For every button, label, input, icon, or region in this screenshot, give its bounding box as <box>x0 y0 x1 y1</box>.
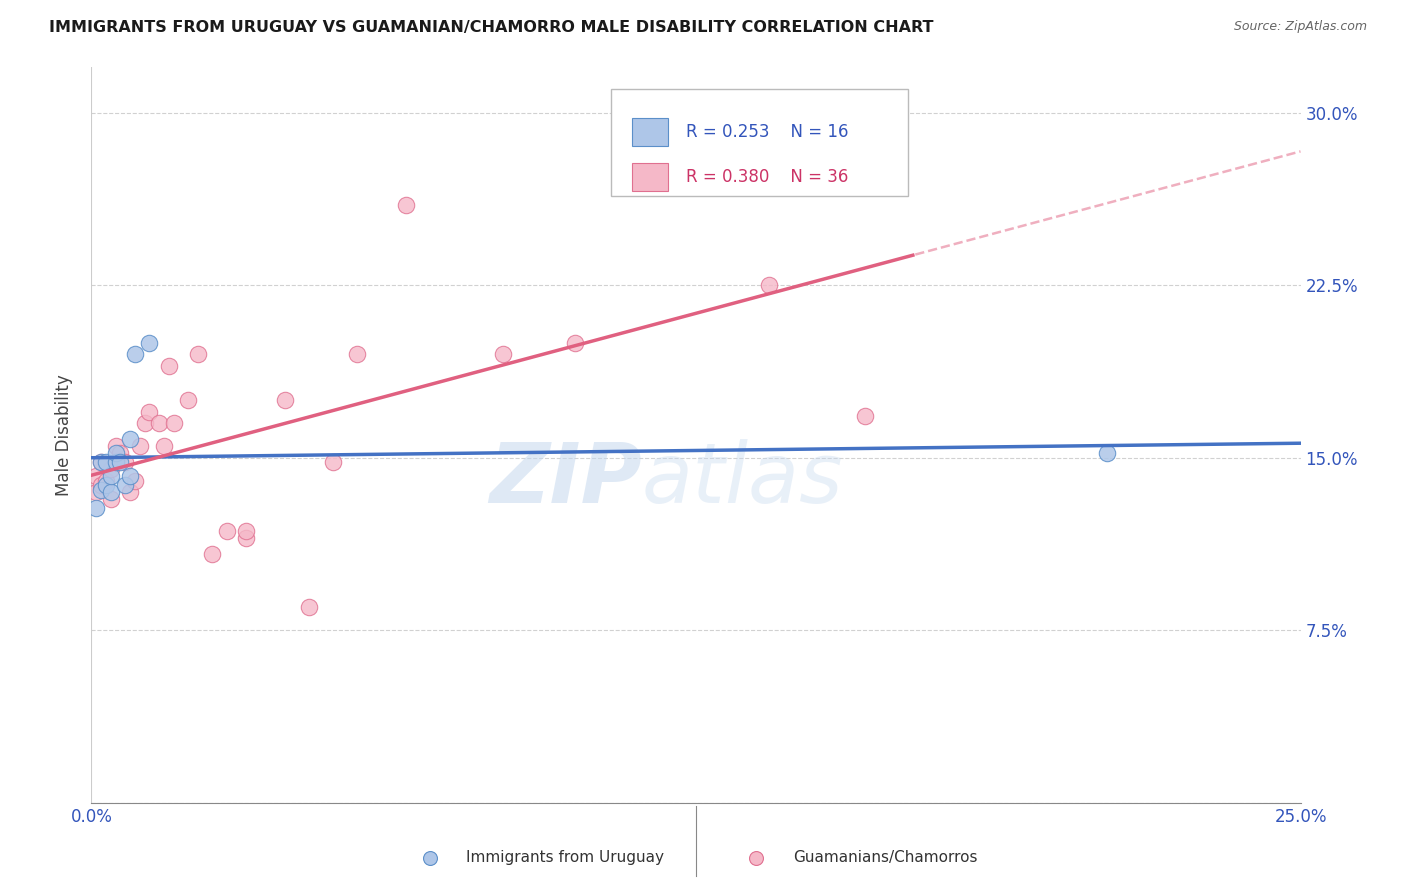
Point <box>94 455 117 469</box>
Point <box>114 455 136 469</box>
Point <box>90 483 112 497</box>
Point <box>162 417 184 431</box>
Point <box>84 469 107 483</box>
Text: Source: ZipAtlas.com: Source: ZipAtlas.com <box>1233 20 1367 33</box>
Point <box>322 455 344 469</box>
Text: R = 0.380    N = 36: R = 0.380 N = 36 <box>686 168 849 186</box>
Point <box>104 455 127 469</box>
Point <box>201 548 224 562</box>
Point <box>90 478 112 492</box>
Text: IMMIGRANTS FROM URUGUAY VS GUAMANIAN/CHAMORRO MALE DISABILITY CORRELATION CHART: IMMIGRANTS FROM URUGUAY VS GUAMANIAN/CHA… <box>49 20 934 35</box>
Point <box>491 347 513 361</box>
Point <box>84 485 107 500</box>
Point <box>124 347 146 361</box>
Point <box>104 446 127 460</box>
Point <box>187 347 209 361</box>
Point <box>274 393 297 408</box>
Point <box>100 469 122 483</box>
Point <box>90 455 112 469</box>
Point <box>709 128 731 143</box>
FancyBboxPatch shape <box>612 89 908 195</box>
Point <box>110 455 132 469</box>
Y-axis label: Male Disability: Male Disability <box>55 374 73 496</box>
Point <box>177 393 200 408</box>
Point <box>110 446 132 460</box>
Bar <box>631 163 668 191</box>
Point <box>84 501 107 516</box>
Point <box>100 492 122 507</box>
Point <box>346 347 368 361</box>
Point <box>1095 446 1118 460</box>
Point <box>104 439 127 453</box>
Point <box>853 409 876 424</box>
Point <box>120 469 142 483</box>
Point <box>94 478 117 492</box>
Point <box>120 433 142 447</box>
Point <box>120 485 142 500</box>
Point <box>134 417 156 431</box>
Point <box>94 474 117 488</box>
Point <box>157 359 180 373</box>
Point <box>758 278 780 293</box>
Point <box>138 335 160 350</box>
Text: atlas: atlas <box>641 439 844 519</box>
Point <box>235 532 257 546</box>
Point <box>564 335 586 350</box>
Text: Immigrants from Uruguay: Immigrants from Uruguay <box>467 850 664 865</box>
Point <box>215 524 238 539</box>
Point <box>114 478 136 492</box>
Point <box>138 405 160 419</box>
Point <box>128 439 150 453</box>
Point <box>298 600 321 615</box>
Point <box>100 485 122 500</box>
Point <box>395 198 418 212</box>
Point <box>90 455 112 469</box>
Point <box>124 474 146 488</box>
Point <box>104 455 127 469</box>
Point <box>100 462 122 476</box>
Point <box>153 439 176 453</box>
Bar <box>631 119 668 146</box>
Text: ZIP: ZIP <box>489 439 641 519</box>
Point <box>148 417 170 431</box>
Point <box>235 524 257 539</box>
Text: Guamanians/Chamorros: Guamanians/Chamorros <box>793 850 977 865</box>
Text: R = 0.253    N = 16: R = 0.253 N = 16 <box>686 123 849 142</box>
